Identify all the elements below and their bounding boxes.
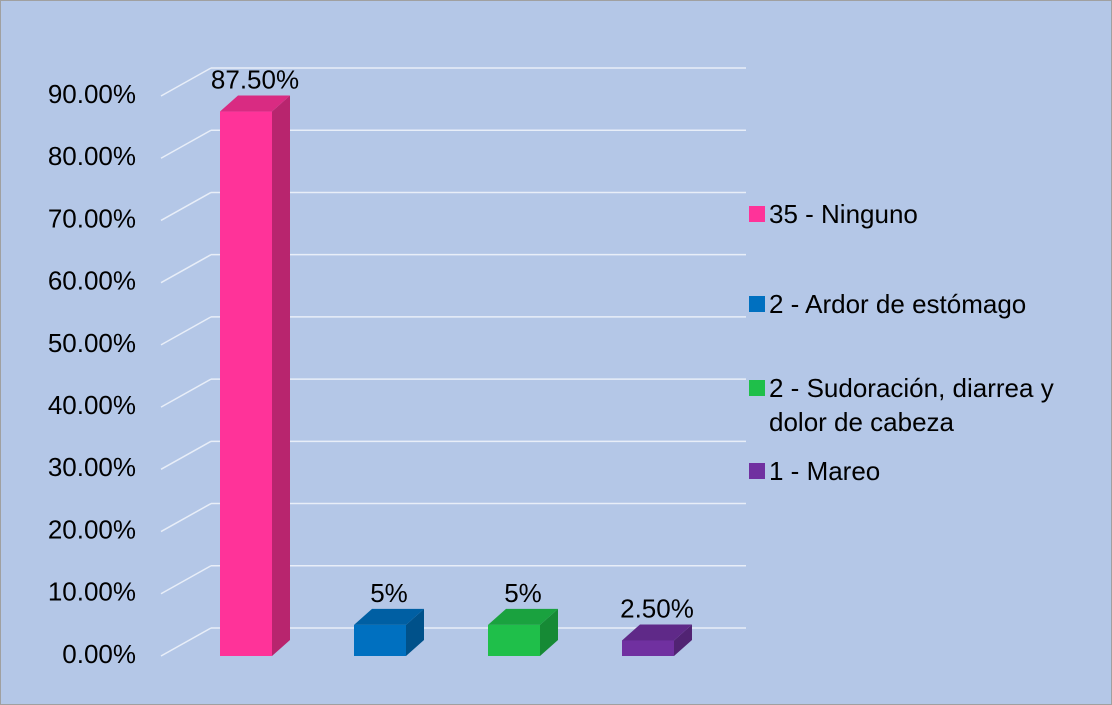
bar-front <box>220 111 272 657</box>
legend-label: 35 - Ninguno <box>769 199 918 229</box>
bar <box>354 608 424 656</box>
bar <box>488 608 558 656</box>
legend-item: 2 - Ardor de estómago <box>749 287 1104 321</box>
bar-front <box>622 640 674 656</box>
legend-item: 2 - Sudoración, diarrea y dolor de cabez… <box>749 371 1104 439</box>
bar-top <box>354 608 424 625</box>
grid-line <box>160 502 212 533</box>
bar-side <box>674 624 692 656</box>
y-tick-label: 90.00% <box>48 79 136 109</box>
y-tick-label: 50.00% <box>48 328 136 358</box>
y-tick-label: 0.00% <box>62 639 136 669</box>
legend-swatch <box>749 380 765 396</box>
data-label: 5% <box>504 578 542 608</box>
bar-side <box>272 95 290 657</box>
data-label: 5% <box>370 578 408 608</box>
grid-line <box>160 440 212 470</box>
grid-line <box>160 627 212 657</box>
y-tick-label: 80.00% <box>48 141 136 171</box>
grid-line <box>160 191 212 222</box>
legend-swatch <box>749 296 765 312</box>
y-tick-label: 20.00% <box>48 514 136 544</box>
grid-line <box>160 254 212 284</box>
y-tick-label: 10.00% <box>48 577 136 607</box>
bar-front <box>354 624 406 656</box>
data-label: 87.50% <box>211 64 299 94</box>
bar <box>220 95 290 657</box>
y-tick-label: 40.00% <box>48 390 136 420</box>
legend-swatch <box>749 463 765 479</box>
bar-top <box>220 95 290 112</box>
grid-line <box>160 378 212 408</box>
bar-side <box>406 608 424 656</box>
grid-line <box>160 67 212 97</box>
legend-label: 2 - Sudoración, diarrea y dolor de cabez… <box>769 373 1054 437</box>
bar-top <box>622 624 692 641</box>
bar-front <box>488 624 540 656</box>
bar-top <box>488 608 558 625</box>
y-tick-label: 60.00% <box>48 266 136 296</box>
bar-side <box>540 608 558 656</box>
grid-line <box>160 129 212 159</box>
bar <box>622 624 692 656</box>
legend-swatch <box>749 206 765 222</box>
legend-label: 1 - Mareo <box>769 456 881 486</box>
data-label: 2.50% <box>620 593 694 623</box>
y-tick-label: 30.00% <box>48 452 136 482</box>
legend-item: 35 - Ninguno <box>749 197 1104 231</box>
legend-label: 2 - Ardor de estómago <box>769 289 1027 319</box>
y-tick-label: 70.00% <box>48 203 136 233</box>
grid-line <box>160 565 212 595</box>
legend-item: 1 - Mareo <box>749 454 1104 488</box>
grid-line <box>160 316 212 346</box>
